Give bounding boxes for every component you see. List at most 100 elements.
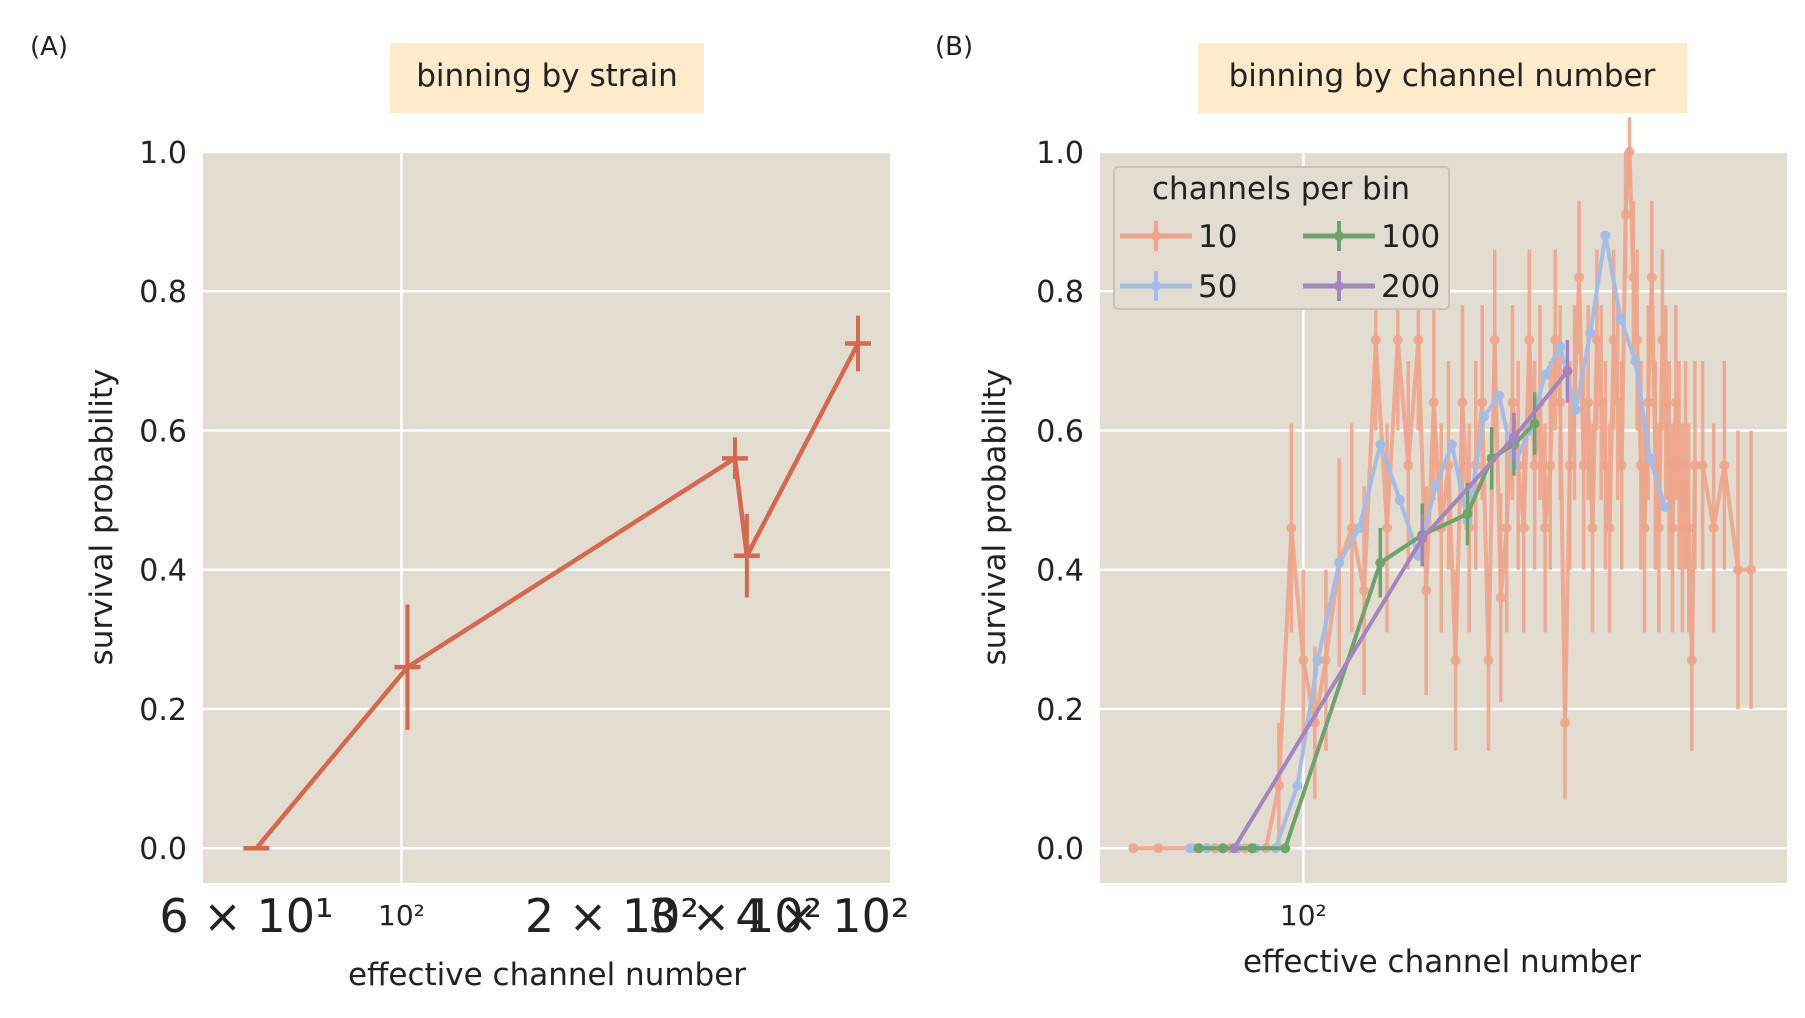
legend-marker: [1334, 281, 1344, 291]
panel-b-xlabel: effective channel number: [1243, 944, 1641, 980]
panel-b-y-tick-label: 0.0: [1036, 832, 1084, 867]
panel-b-series-100-point: [1529, 418, 1540, 429]
panel-b-series-200-point: [1562, 366, 1573, 377]
panel-a-x-tick-label: 4 × 10²: [735, 889, 909, 943]
panel-b-series-50-point: [1430, 481, 1441, 492]
legend-entry-200: 200: [1303, 269, 1440, 305]
legend-marker: [1151, 281, 1161, 291]
panel-b-series-100-point: [1247, 843, 1258, 854]
panel-b-series-50-point: [1494, 390, 1505, 401]
panel-a-xlabel: effective channel number: [348, 957, 746, 993]
panel-b-series-10-point: [1686, 655, 1697, 666]
panel-b-series-10-point: [1635, 460, 1646, 471]
panel-b-series-10-point: [1501, 522, 1512, 533]
legend-entry-100: 100: [1303, 219, 1440, 255]
panel-b: (B) binning by channel number 0.0 0.2 0.4 0…: [935, 32, 1787, 980]
panel-a-label: (A): [30, 32, 68, 62]
panel-b-series-50-point: [1659, 502, 1670, 513]
panel-b-series-10-point: [1413, 334, 1424, 345]
panel-b-series-10-point: [1450, 655, 1461, 666]
panel-b-series-50-point: [1185, 843, 1196, 854]
panel-b-series-10-point: [1489, 334, 1500, 345]
panel-b-series-10-point: [1583, 397, 1594, 408]
legend-label: 10: [1198, 219, 1237, 255]
panel-b-series-50-point: [1615, 314, 1626, 325]
panel-b-series-10-point: [1128, 843, 1139, 854]
panel-b-series-10-point: [1421, 585, 1432, 596]
panel-b-series-10-point: [1632, 334, 1643, 345]
panel-b-y-tick-label: 0.4: [1036, 554, 1084, 589]
legend-label: 200: [1381, 269, 1440, 305]
panel-b-y-tick-label: 0.8: [1036, 275, 1084, 310]
panel-b-series-10-point: [1719, 460, 1730, 471]
panel-b-series-10-point: [1153, 843, 1164, 854]
panel-b-series-50-point: [1334, 557, 1345, 568]
panel-a-y-tick-label: 0.2: [139, 693, 187, 728]
panel-a-y-tick-label: 1.0: [139, 136, 187, 171]
panel-b-y-tick-label: 0.2: [1036, 693, 1084, 728]
panel-b-series-10-point: [1483, 655, 1494, 666]
panel-b-series-10-point: [1697, 460, 1708, 471]
panel-b-series-10-point: [1286, 522, 1297, 533]
panel-b-series-50-point: [1630, 355, 1641, 366]
panel-a-series: [243, 315, 872, 851]
panel-b-series-200-point: [1229, 843, 1240, 854]
panel-b-series-10-point: [1600, 460, 1611, 471]
panel-b-series-10-point: [1643, 397, 1654, 408]
panel-b-series-100-point: [1375, 557, 1386, 568]
panel-b-series-10-point: [1359, 585, 1370, 596]
panel-b-series-10-point: [1518, 522, 1529, 533]
panel-b-series-10-point: [1298, 655, 1309, 666]
panel-b-label: (B): [935, 32, 973, 62]
panel-b-series-10-point: [1545, 460, 1556, 471]
panel-b-series-10-point: [1732, 564, 1743, 575]
panel-b-series-10-point: [1708, 522, 1719, 533]
panel-b-series-50-point: [1292, 780, 1303, 791]
panel-b-series-50-point: [1600, 230, 1611, 241]
panel-b-series-10-point: [1608, 334, 1619, 345]
panel-b-series-10-point: [1628, 272, 1639, 283]
panel-a-x-tick-label: 10²: [378, 899, 425, 932]
panel-b-series-200: [1229, 339, 1573, 854]
panel-a-x-tick-label: 6 × 10¹: [159, 889, 333, 943]
legend-label: 50: [1198, 269, 1237, 305]
panel-a-ylabel: survival probability: [84, 369, 120, 666]
panel-b-series-10-point: [1524, 334, 1535, 345]
panel-a-title-box: [390, 43, 704, 113]
panel-b-y-tick-label: 1.0: [1036, 136, 1084, 171]
panel-b-series-10-point: [1624, 147, 1635, 157]
panel-b-series-100-point: [1280, 843, 1291, 854]
legend-marker: [1334, 231, 1344, 241]
panel-b-series-50-point: [1312, 655, 1323, 666]
panel-b-series-10-point: [1620, 209, 1631, 220]
panel-b-series-10-point: [1495, 592, 1506, 603]
panel-b-series-10-point: [1660, 397, 1671, 408]
panel-a-series: [243, 315, 872, 851]
panel-b-series-50-point: [1354, 522, 1365, 533]
panel-b-series-100-point: [1217, 843, 1228, 854]
panel-b-series-10-point: [1664, 460, 1675, 471]
panel-b-series-10-point: [1616, 460, 1627, 471]
panel-b-series-200-point: [1417, 533, 1428, 544]
legend-entries: 10 50 100 200: [1120, 219, 1440, 305]
panel-a-x-tick-label: 2 × 10²: [525, 889, 699, 943]
panel-b-series-10-point: [1457, 397, 1468, 408]
panel-b-series-10-point: [1653, 522, 1664, 533]
panel-a-y-tick-label: 0.0: [139, 832, 187, 867]
panel-b-x-ticks: 10²: [1280, 899, 1327, 932]
panel-b-series-10-point: [1578, 460, 1589, 471]
panel-b-series-50-point: [1375, 439, 1386, 450]
panel-b-series-10-point: [1604, 522, 1615, 533]
panel-b-series-10-point: [1646, 272, 1657, 283]
panel-b-series-10-point: [1346, 522, 1357, 533]
panel-b-series-10-point: [1564, 460, 1575, 471]
panel-b-series-10-point: [1507, 397, 1518, 408]
panel-b-title: binning by channel number: [1229, 58, 1656, 94]
panel-b-x-tick-label: 10²: [1280, 899, 1327, 932]
panel-b-series-10-point: [1680, 460, 1691, 471]
panel-b-series-10: [1128, 117, 1757, 854]
panel-b-y-tick-label: 0.6: [1036, 414, 1084, 449]
panel-b-series-10-point: [1382, 522, 1393, 533]
